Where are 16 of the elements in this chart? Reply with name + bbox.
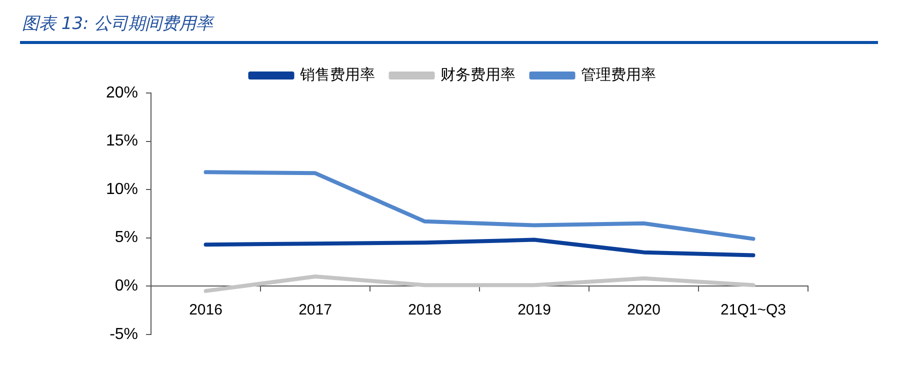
x-tick-label: 2019 bbox=[518, 301, 551, 318]
x-tick-label: 2017 bbox=[298, 301, 332, 318]
legend-label: 管理费用率 bbox=[580, 65, 656, 84]
y-tick-label: 0% bbox=[114, 278, 138, 295]
x-tick-label: 2020 bbox=[627, 301, 660, 318]
y-tick-label: 10% bbox=[106, 180, 138, 198]
legend-label: 财务费用率 bbox=[440, 65, 516, 84]
legend-label: 销售费用率 bbox=[298, 65, 375, 84]
x-tick-label: 2018 bbox=[408, 301, 442, 318]
x-tick-label: 2016 bbox=[189, 301, 222, 318]
y-tick-label: 15% bbox=[106, 132, 138, 150]
y-tick-label: 20% bbox=[106, 84, 138, 102]
y-tick-label: 5% bbox=[114, 229, 138, 246]
chart-title: 图表 13: 公司期间费用率 bbox=[21, 13, 216, 36]
x-tick-label: 21Q1~Q3 bbox=[720, 301, 786, 318]
y-tick-label: -5% bbox=[110, 326, 138, 343]
